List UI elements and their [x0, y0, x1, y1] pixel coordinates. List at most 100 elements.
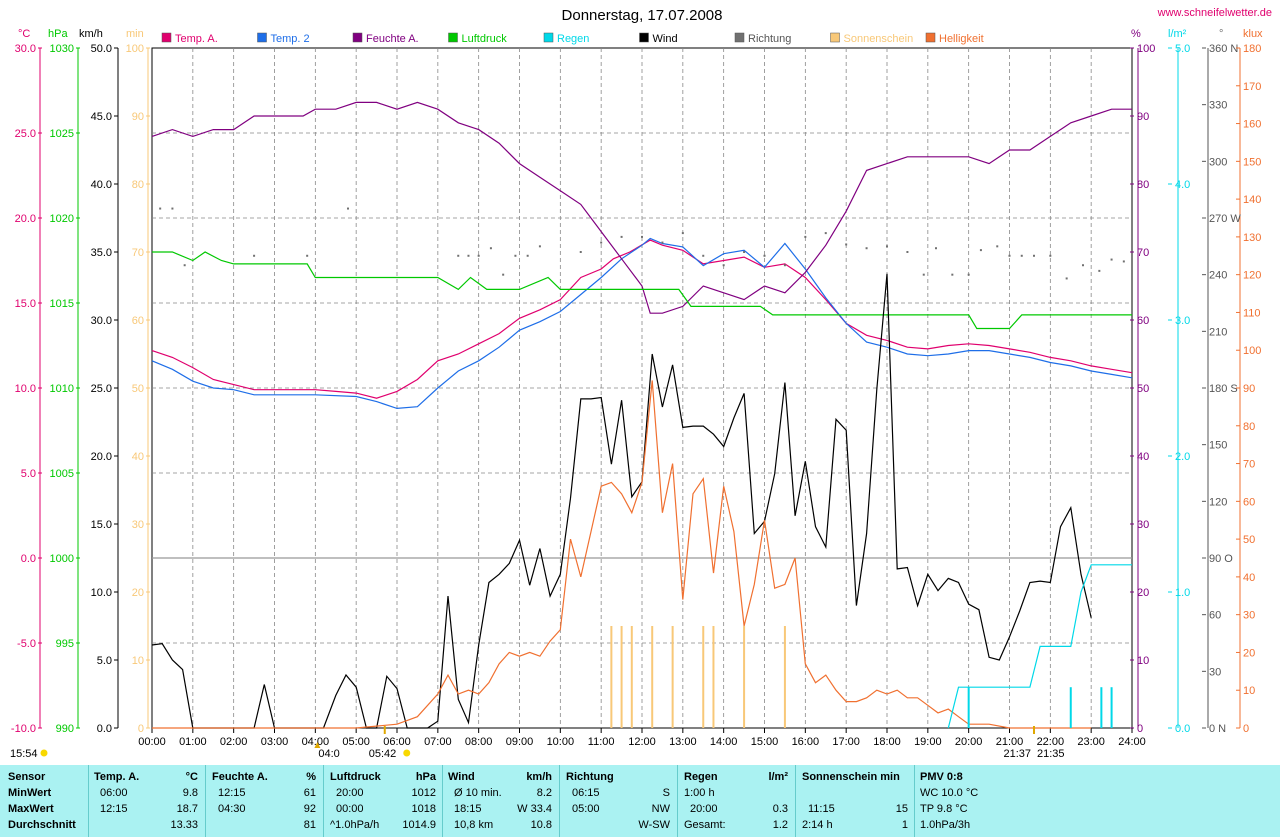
x-tick-label: 02:00: [220, 736, 248, 748]
richtung-point: [865, 247, 868, 250]
legend-swatch: [161, 32, 172, 43]
richtung-point: [579, 251, 582, 253]
richtung-point: [477, 254, 480, 257]
axis-tick-label: 1000: [50, 553, 74, 565]
summary-richtung: Richtung 06:15 S 05:00 NW W-SW: [566, 771, 670, 831]
sun-markers: 15:54 04:0 05:42 21:37 21:35: [10, 726, 1065, 760]
x-tick-label: 14:00: [710, 736, 738, 748]
axis-tick-label: 70: [1243, 459, 1255, 471]
axis-tick-label: 140: [1243, 194, 1261, 206]
axis-tick-label: 160: [1243, 119, 1261, 131]
axis-tick-label: 110: [1243, 307, 1261, 319]
axis-tick-label: 1005: [50, 468, 74, 480]
axis-tick-label: 20: [1243, 647, 1255, 659]
summary-sonnenschein: Sonnenschein min 11:15 15 2:14 h 1: [802, 771, 908, 831]
axis-tick-label: 1020: [50, 213, 74, 225]
summary-luftdruck: Luftdruck hPa 20:00 1012 00:00 1018 ^1.0…: [330, 771, 436, 831]
richtung-point: [935, 247, 937, 250]
website-label: www.schneifelwetter.de: [1157, 7, 1272, 19]
temp-unit-label: °C: [18, 28, 30, 40]
richtung-point: [824, 232, 827, 235]
x-tick-label: 24:00: [1118, 736, 1146, 748]
row-label-avg: Durchschnitt: [8, 819, 76, 831]
legend-swatch: [830, 32, 840, 43]
axis-tick-label: 80: [1243, 421, 1255, 433]
richtung-point: [1008, 254, 1011, 257]
axis-tick-label: 1015: [50, 298, 74, 310]
x-tick-label: 21:00: [996, 736, 1024, 748]
legend-label: Richtung: [748, 33, 791, 45]
legend-label: Luftdruck: [462, 33, 508, 45]
axis-tick-label: 0 N: [1209, 723, 1226, 735]
axis-tick-label: 90: [1137, 111, 1149, 123]
axis-tick-label: 5.0: [97, 655, 112, 667]
hum-unit-label: %: [1131, 28, 1141, 40]
axis-tick-label: 100: [1137, 43, 1155, 55]
richtung-point: [514, 254, 517, 257]
row-label-min: MinWert: [8, 787, 52, 799]
richtung-point: [763, 254, 766, 257]
summary-pmv: PMV 0:8 WC 10.0 °C TP 9.8 °C 1.0hPa/3h: [920, 771, 979, 831]
weather-chart: Donnerstag, 17.07.2008 www.schneifelwett…: [10, 7, 1272, 760]
axis-tick-label: 1025: [50, 128, 74, 140]
axis-tick-label: -10.0: [11, 723, 36, 735]
richtung-point: [1033, 254, 1035, 257]
axes: 30.025.020.015.010.05.00.0-5.0-10.010301…: [11, 43, 1261, 748]
legend-swatch: [734, 32, 745, 43]
legend-label: Wind: [653, 33, 678, 45]
legend-swatch: [352, 32, 363, 43]
x-tick-label: 00:00: [138, 736, 166, 748]
richtung-point: [1049, 254, 1052, 257]
sun-marker-label: 05:42: [369, 748, 397, 760]
axis-tick-label: 3.0: [1175, 315, 1190, 327]
richtung-point: [306, 254, 309, 257]
chart-title: Donnerstag, 17.07.2008: [562, 7, 723, 24]
luftdruck-line: [152, 251, 1132, 330]
richtung-point: [804, 235, 807, 238]
x-tick-label: 06:00: [383, 736, 411, 748]
x-tick-label: 10:00: [547, 736, 575, 748]
x-tick-label: 12:00: [628, 736, 656, 748]
axis-tick-label: 995: [56, 638, 74, 650]
axis-tick-label: 60: [1209, 610, 1221, 622]
axis-tick-label: 1030: [50, 43, 74, 55]
axis-tick-label: 1.0: [1175, 587, 1190, 599]
axis-tick-label: 300: [1209, 156, 1227, 168]
axis-tick-label: 30.0: [91, 315, 112, 327]
axis-tick-label: 5.0: [21, 468, 36, 480]
press-unit-label: hPa: [48, 28, 68, 40]
axis-tick-label: 10: [132, 655, 144, 667]
axis-tick-label: 90 O: [1209, 553, 1233, 565]
legend-swatch: [257, 32, 267, 43]
axis-tick-label: 50.0: [91, 43, 112, 55]
axis-tick-label: 15.0: [91, 519, 112, 531]
axis-tick-label: 130: [1243, 232, 1261, 244]
wind-unit-label: km/h: [79, 28, 103, 40]
axis-tick-label: 210: [1209, 326, 1227, 338]
dir-unit-label: °: [1219, 28, 1223, 40]
richtung-point: [783, 264, 786, 267]
axis-tick-label: 150: [1209, 440, 1227, 452]
feuchte-a-line: [151, 101, 1132, 314]
axis-tick-label: 20.0: [91, 451, 112, 463]
richtung-point: [722, 264, 725, 267]
axis-tick-label: 10: [1243, 685, 1255, 697]
x-tick-label: 09:00: [506, 736, 534, 748]
sun-marker-label: 04:0: [318, 748, 339, 760]
axis-tick-label: 30: [1137, 519, 1149, 531]
axis-tick-label: 100: [126, 43, 144, 55]
x-tick-label: 20:00: [955, 736, 983, 748]
axis-tick-label: 60: [1137, 315, 1149, 327]
x-tick-label: 03:00: [261, 736, 289, 748]
x-tick-label: 15:00: [751, 736, 779, 748]
axis-tick-label: 1010: [50, 383, 74, 395]
summary-regen: Regen l/m² 1:00 h 20:00 0.3 Gesamt: 1.2: [684, 771, 788, 831]
legend-label: Temp. A.: [175, 33, 218, 45]
axis-tick-label: 0: [1137, 723, 1143, 735]
axis-tick-label: 0: [1243, 723, 1249, 735]
richtung-point: [457, 254, 460, 257]
axis-tick-label: 60: [1243, 496, 1255, 508]
x-tick-label: 05:00: [342, 736, 370, 748]
richtung-point: [1110, 258, 1113, 261]
temp-a-line: [151, 239, 1133, 399]
